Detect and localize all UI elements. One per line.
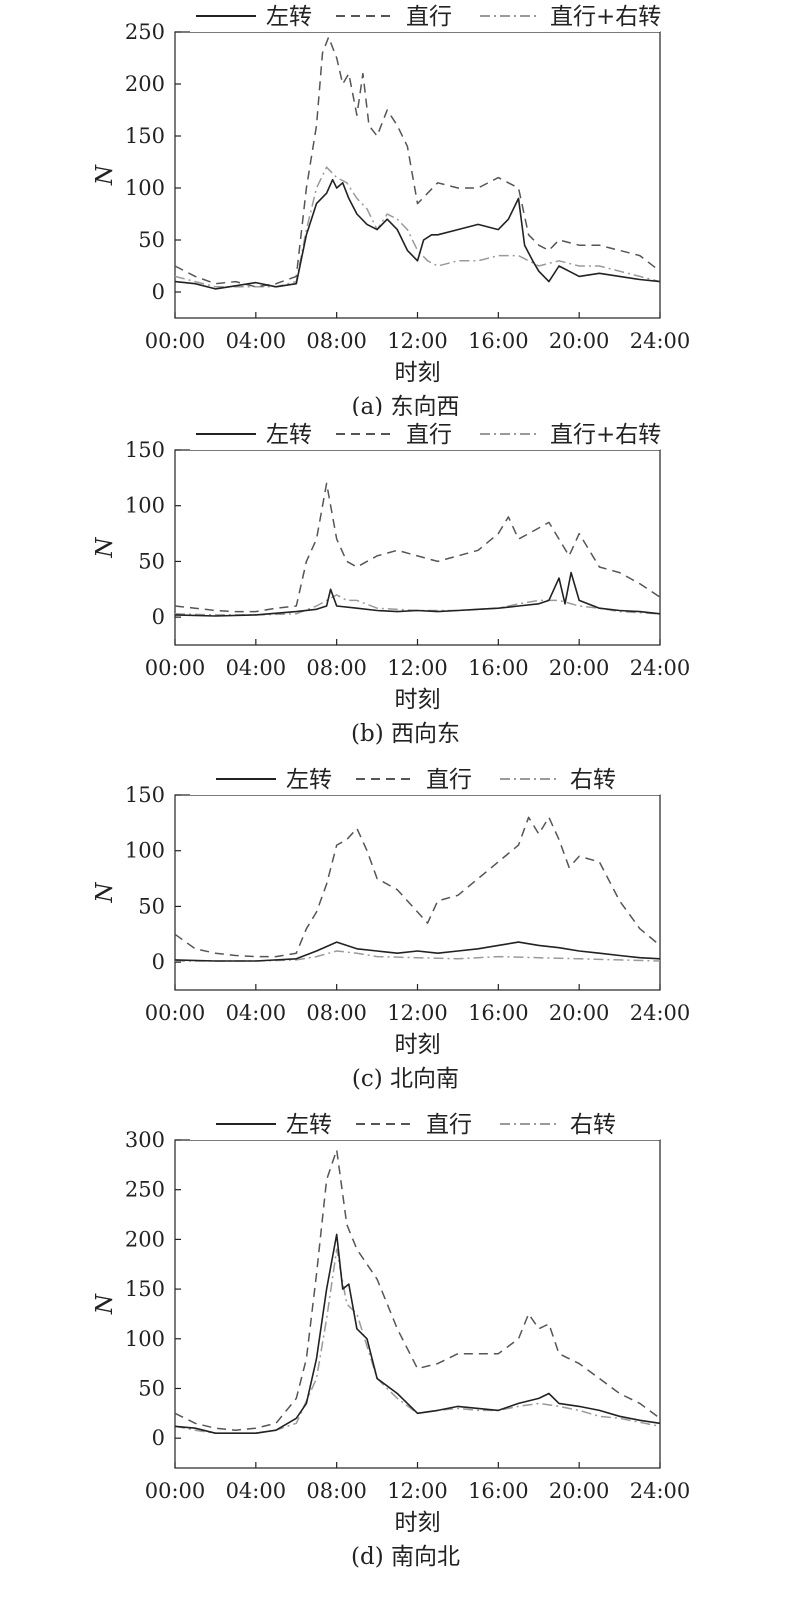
legend-label-left: 左转	[286, 767, 332, 793]
legend-background	[190, 416, 660, 450]
x-tick-label: 00:00	[145, 1479, 206, 1503]
panel-caption: (d) 南向北	[351, 1544, 460, 1570]
chart-panel-4: 0 50 100 150 200 250 300 00:00 04:00 08:00 12:00 16…	[92, 1106, 690, 1570]
x-tick-label: 08:00	[306, 329, 367, 353]
y-axis-label: N	[92, 164, 118, 186]
x-tick-label: 24:00	[630, 1479, 691, 1503]
y-tick-label: 200	[125, 1227, 165, 1251]
x-tick-label: 16:00	[468, 656, 529, 680]
legend: 左转 直行 右转	[190, 1106, 660, 1140]
series-line-left	[174, 1233, 661, 1434]
x-tick-label: 16:00	[468, 1001, 529, 1025]
legend-label-straight: 直行	[426, 767, 472, 793]
legend-label-left: 左转	[266, 422, 312, 448]
panel-caption: (c) 北向南	[352, 1066, 459, 1092]
x-tick-label: 24:00	[630, 329, 691, 353]
legend: 左转 直行 右转	[190, 761, 660, 795]
x-tick-label: 12:00	[387, 1001, 448, 1025]
y-tick-label: 50	[138, 549, 165, 573]
y-tick-label: 200	[125, 72, 165, 96]
x-axis-label: 时刻	[395, 360, 441, 386]
x-tick-label: 08:00	[306, 656, 367, 680]
y-tick-label: 50	[138, 894, 165, 918]
y-tick-label: 0	[152, 280, 165, 304]
series-line-right	[174, 1248, 661, 1434]
y-tick-label: 100	[125, 1327, 165, 1351]
series-line-left	[174, 571, 661, 617]
x-tick-label: 04:00	[226, 329, 287, 353]
y-tick-label: 0	[152, 1426, 165, 1450]
x-tick-label: 20:00	[549, 656, 610, 680]
x-tick-label: 04:00	[226, 656, 287, 680]
series-line-left	[174, 178, 661, 290]
legend-label-left: 左转	[266, 4, 312, 30]
x-axis-label: 时刻	[395, 1032, 441, 1058]
legend-label-right: 右转	[570, 767, 616, 793]
x-tick-label: 16:00	[468, 1479, 529, 1503]
x-tick-label: 00:00	[145, 329, 206, 353]
y-tick-label: 300	[125, 1128, 165, 1152]
legend-label-left: 左转	[286, 1112, 332, 1138]
y-tick-label: 50	[138, 228, 165, 252]
y-tick-label: 150	[125, 124, 165, 148]
x-tick-label: 04:00	[226, 1001, 287, 1025]
y-axis-label: N	[92, 882, 118, 904]
y-axis-label: N	[92, 1293, 118, 1315]
legend-label-straight: 直行	[426, 1112, 472, 1138]
plot-frame	[174, 1139, 661, 1469]
y-tick-label: 150	[125, 783, 165, 807]
y-tick-label: 100	[125, 494, 165, 518]
y-axis-label: N	[92, 537, 118, 559]
series-line-straight	[174, 36, 661, 288]
panel-caption: (a) 东向西	[352, 394, 460, 420]
series-line-straight	[174, 816, 661, 958]
x-tick-label: 04:00	[226, 1479, 287, 1503]
legend-label-straight: 直行	[406, 422, 452, 448]
x-tick-label: 20:00	[549, 1479, 610, 1503]
y-tick-label: 0	[152, 950, 165, 974]
panel-caption: (b) 西向东	[351, 721, 460, 747]
y-tick-label: 150	[125, 438, 165, 462]
x-tick-label: 20:00	[549, 329, 610, 353]
x-tick-label: 16:00	[468, 329, 529, 353]
x-tick-label: 08:00	[306, 1001, 367, 1025]
y-tick-label: 100	[125, 176, 165, 200]
legend-label-straight: 直行	[406, 4, 452, 30]
x-tick-label: 08:00	[306, 1479, 367, 1503]
y-tick-label: 150	[125, 1277, 165, 1301]
legend-label-right: 直行+右转	[550, 422, 661, 448]
chart-panel-3: 0 50 100 150 00:00 04:00 08:00 12:00 16:00 20:00 2…	[92, 761, 690, 1092]
x-tick-label: 12:00	[387, 656, 448, 680]
legend-label-right: 直行+右转	[550, 4, 661, 30]
legend-label-right: 右转	[570, 1112, 616, 1138]
legend: 左转 直行 直行+右转	[190, 0, 661, 32]
series-line-left	[174, 941, 661, 962]
x-tick-label: 20:00	[549, 1001, 610, 1025]
y-tick-label: 0	[152, 605, 165, 629]
y-tick-label: 250	[125, 1178, 165, 1202]
y-tick-label: 250	[125, 20, 165, 44]
legend: 左转 直行 直行+右转	[190, 416, 661, 450]
chart-panel-1: 0 50 100 150 200 250 00:00 04:00 08:00 12:00 16:00…	[92, 0, 690, 420]
x-tick-label: 24:00	[630, 1001, 691, 1025]
legend-background	[190, 0, 660, 32]
x-tick-label: 24:00	[630, 656, 691, 680]
series-line-straight	[174, 1149, 661, 1431]
series-line-right	[174, 594, 661, 616]
y-tick-label: 100	[125, 839, 165, 863]
x-tick-label: 12:00	[387, 329, 448, 353]
x-axis-label: 时刻	[395, 687, 441, 713]
series-line-straight	[174, 482, 661, 613]
series-line-right	[174, 166, 661, 288]
x-tick-label: 00:00	[145, 656, 206, 680]
x-axis-label: 时刻	[395, 1510, 441, 1536]
x-tick-label: 12:00	[387, 1479, 448, 1503]
chart-panel-2: 0 50 100 150 00:00 04:00 08:00 12:00 16:00 20:00 2…	[92, 416, 690, 747]
x-tick-label: 00:00	[145, 1001, 206, 1025]
y-tick-label: 50	[138, 1376, 165, 1400]
